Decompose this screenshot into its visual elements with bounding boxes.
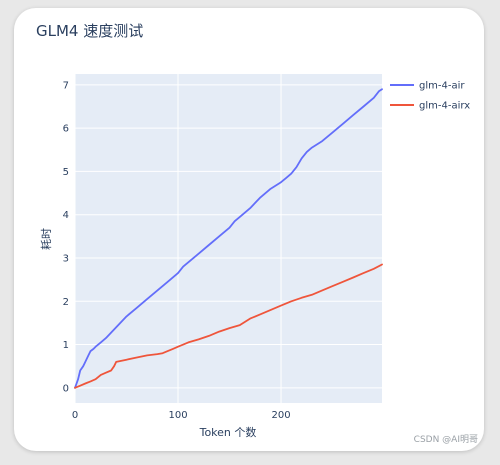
- y-tick-label: 4: [63, 210, 69, 221]
- y-axis-title: 耗时: [40, 228, 53, 250]
- y-tick-label: 5: [63, 167, 69, 178]
- series-lines: [74, 88, 383, 389]
- grid-lines: [74, 74, 382, 403]
- legend-label: glm-4-airx: [419, 101, 470, 112]
- legend-item[interactable]: glm-4-airx: [390, 101, 470, 112]
- plot-area: [75, 74, 382, 403]
- legend-item[interactable]: glm-4-air: [390, 81, 465, 92]
- x-axis-title: Token 个数: [199, 426, 257, 439]
- y-tick-label: 3: [63, 253, 69, 264]
- y-tick-label: 6: [63, 124, 69, 135]
- y-tick-label: 1: [63, 340, 69, 351]
- tick-labels: 0 1 2 3 4 5 6 7 0 100 200: [63, 80, 291, 421]
- y-tick-label: 2: [63, 297, 69, 308]
- legend[interactable]: glm-4-air glm-4-airx: [390, 81, 470, 112]
- y-tick-label: 0: [63, 383, 69, 394]
- series-line-2: [74, 263, 383, 389]
- x-tick-label: 100: [168, 410, 187, 421]
- y-tick-label: 7: [63, 80, 69, 91]
- chart-title: GLM4 速度测试: [36, 22, 144, 40]
- x-tick-label: 0: [72, 410, 78, 421]
- chart-card: GLM4 速度测试 0 1 2 3 4 5 6 7 0 100 200 Token 个数 耗时 gl…: [14, 8, 484, 451]
- legend-label: glm-4-air: [419, 81, 465, 92]
- series-line-1: [74, 88, 383, 389]
- watermark: CSDN @AI明哥: [413, 435, 478, 445]
- x-tick-label: 200: [271, 410, 290, 421]
